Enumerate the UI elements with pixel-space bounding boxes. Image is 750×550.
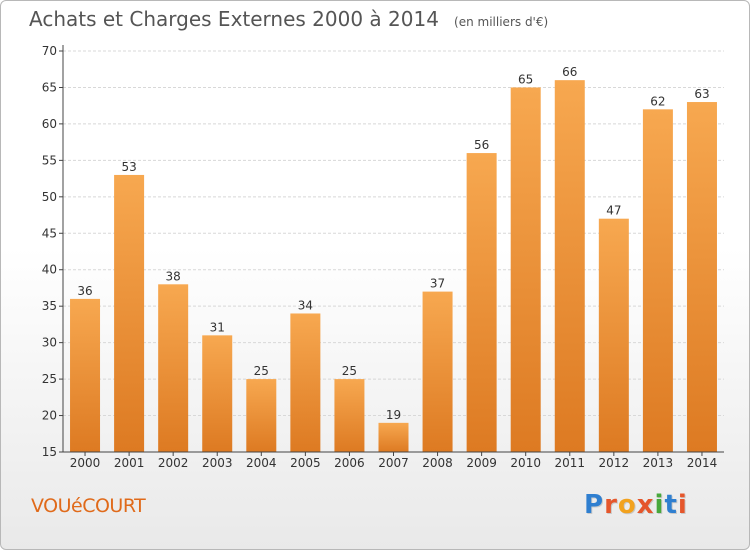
x-tick-label: 2001 [114, 456, 145, 470]
bar [466, 153, 497, 452]
bar [378, 422, 409, 452]
y-tick-label: 55 [42, 153, 57, 167]
data-label: 19 [386, 408, 401, 422]
y-tick-label: 50 [42, 190, 57, 204]
y-tick-label: 65 [42, 80, 57, 94]
data-label: 36 [77, 284, 92, 298]
data-label: 31 [210, 320, 225, 334]
data-label: 66 [562, 65, 577, 79]
x-tick-label: 2003 [202, 456, 233, 470]
data-label: 63 [694, 87, 709, 101]
data-label: 53 [121, 160, 136, 174]
data-label: 65 [518, 72, 533, 86]
chart-title: Achats et Charges Externes 2000 à 2014 [29, 7, 439, 31]
x-tick-label: 2010 [510, 456, 541, 470]
chart-subtitle: (en milliers d'€) [454, 15, 549, 29]
bar [114, 174, 145, 453]
y-tick-label: 15 [42, 445, 57, 459]
data-label: 62 [650, 94, 665, 108]
data-label: 37 [430, 277, 445, 291]
logo-letter: t [664, 490, 678, 520]
x-tick-label: 2011 [554, 456, 585, 470]
logo-letter: o [617, 490, 637, 520]
y-tick-label: 30 [42, 336, 57, 350]
bar [642, 109, 673, 452]
data-label: 56 [474, 138, 489, 152]
y-tick-label: 60 [42, 117, 57, 131]
y-tick-label: 45 [42, 226, 57, 240]
bar [554, 80, 585, 452]
bar [246, 379, 277, 452]
bar [686, 102, 717, 452]
axes: 15 20 25 30 35 40 45 50 55 60 65 70 2000 2001 2002 2003… [42, 44, 724, 470]
y-tick-label: 35 [42, 299, 57, 313]
x-tick-label: 2000 [70, 456, 101, 470]
x-tick-label: 2014 [687, 456, 718, 470]
x-tick-label: 2009 [466, 456, 497, 470]
data-label: 25 [254, 364, 269, 378]
logo-letter: i [677, 490, 688, 520]
logo-letter: x [636, 490, 655, 520]
y-tick-label: 40 [42, 263, 57, 277]
logo-letter: P [584, 490, 605, 520]
x-tick-label: 2006 [334, 456, 365, 470]
bar [510, 87, 541, 453]
data-label: 34 [298, 298, 313, 312]
proxiti-logo[interactable]: Proxiti [584, 490, 688, 520]
x-tick-label: 2012 [599, 456, 630, 470]
bar [70, 298, 101, 452]
bar [422, 291, 453, 452]
bar [290, 313, 321, 452]
bars [70, 80, 717, 453]
commune-name: VOUéCOURT [31, 495, 146, 517]
data-label: 47 [606, 204, 621, 218]
data-labels: 36 53 38 31 25 34 25 19 37 56 65 66 47 62 63 [77, 65, 709, 422]
x-tick-label: 2013 [643, 456, 674, 470]
y-tick-label: 70 [42, 44, 57, 58]
bar [598, 218, 629, 452]
x-tick-label: 2007 [378, 456, 409, 470]
y-tick-label: 25 [42, 372, 57, 386]
title-row: Achats et Charges Externes 2000 à 2014 (… [29, 7, 548, 31]
x-tick-label: 2002 [158, 456, 189, 470]
y-tick-label: 20 [42, 409, 57, 423]
bar [202, 335, 233, 452]
data-label: 38 [166, 269, 181, 283]
data-label: 25 [342, 364, 357, 378]
bar [334, 379, 365, 452]
x-tick-label: 2004 [246, 456, 277, 470]
logo-letter: i [654, 490, 665, 520]
bar [158, 284, 189, 452]
logo-letter: r [604, 490, 618, 520]
x-tick-label: 2005 [290, 456, 321, 470]
x-tick-label: 2008 [422, 456, 453, 470]
